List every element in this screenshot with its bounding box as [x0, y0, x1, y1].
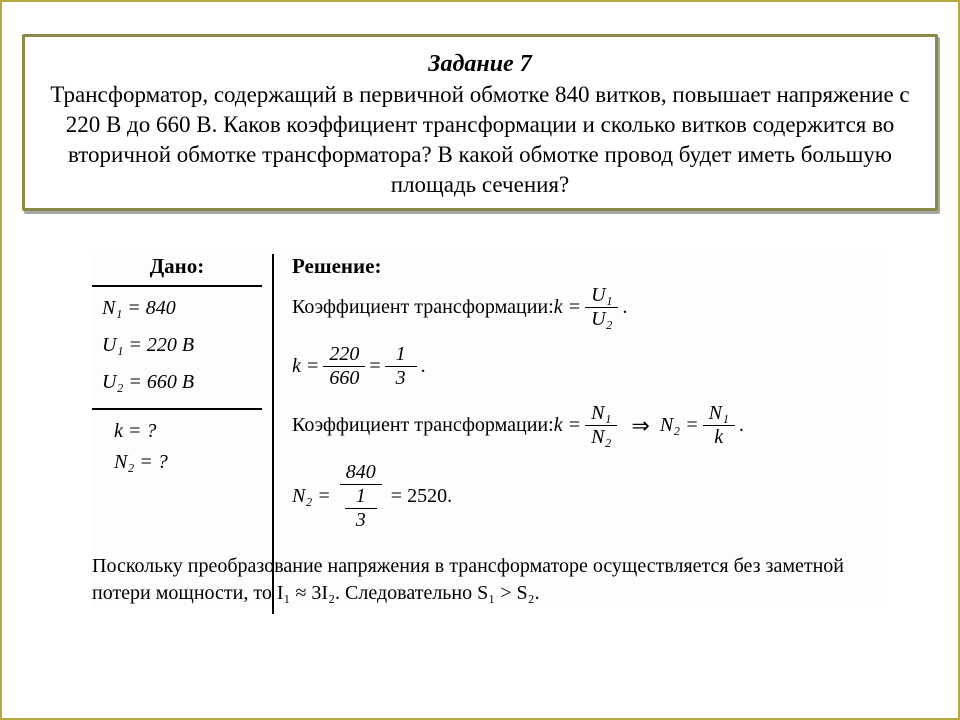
frac-n1: N₁	[585, 403, 617, 426]
given-u1: U₁ = 220 В	[102, 334, 262, 357]
question-k: k = ?	[114, 420, 262, 443]
given-n1: N₁ = 840	[102, 297, 262, 320]
frac-220-660: 220 660	[323, 344, 365, 389]
solution-column: Решение: Коэффициент трансформации: k = …	[274, 254, 888, 545]
frac-n1-n2: N₁ N₂	[585, 403, 617, 448]
given-header: Дано:	[92, 254, 262, 279]
problem-statement: Трансформатор, содержащий в первичной об…	[43, 80, 917, 200]
frac-k: k	[703, 426, 735, 448]
solution-block: Дано: N₁ = 840 U₁ = 220 В U₂ = 660 В k =…	[92, 254, 888, 607]
frac-13-num: 1	[385, 344, 417, 367]
task-title: Задание 7	[43, 51, 917, 78]
implies-arrow: ⇒	[631, 413, 649, 439]
solution-columns: Дано: N₁ = 840 U₁ = 220 В U₂ = 660 В k =…	[92, 254, 888, 545]
equation-k-calc: k = 220 660 = 1 3 .	[292, 344, 888, 389]
k-def-text: Коэффициент трансформации:	[292, 296, 554, 319]
nested-den: 3	[345, 509, 377, 531]
n2-calc-lhs: N₂ =	[292, 485, 331, 508]
k-n-lhs: k =	[554, 414, 581, 437]
n2-lhs: N₂ =	[660, 414, 699, 437]
frac-n2: N₂	[585, 426, 617, 448]
frac-u1: U₁	[585, 285, 618, 308]
given-divider-top	[92, 285, 262, 287]
frac-13-den: 3	[385, 367, 417, 389]
problem-frame: Задание 7 Трансформатор, содержащий в пе…	[22, 34, 938, 211]
frac-660: 660	[323, 367, 365, 389]
nested-frac-1-3: 1 3	[345, 486, 377, 531]
nested-num: 1	[345, 486, 377, 509]
frac-840-over-13: 840 1 3	[335, 462, 387, 531]
k-def-lhs: k =	[554, 296, 581, 319]
solution-header: Решение:	[292, 254, 888, 279]
frac-n1b: N₁	[703, 403, 735, 426]
equation-n2-calc: N₂ = 840 1 3 = 2520.	[292, 462, 888, 531]
equation-k-def: Коэффициент трансформации: k = U₁ U₂ .	[292, 285, 888, 330]
conclusion-note: Поскольку преобразование напряжения в тр…	[92, 553, 888, 607]
question-n2: N₂ = ?	[114, 451, 262, 474]
dot1: .	[622, 296, 627, 319]
frac-u1-u2: U₁ U₂	[585, 285, 618, 330]
given-u2: U₂ = 660 В	[102, 371, 262, 394]
given-divider-bottom	[92, 408, 262, 410]
eq1: =	[369, 355, 380, 378]
dot2: .	[421, 355, 426, 378]
frac-840: 840	[340, 462, 382, 485]
equation-k-n1n2: Коэффициент трансформации: k = N₁ N₂ ⇒ N…	[292, 403, 888, 448]
frac-1-3: 1 3	[385, 344, 417, 389]
n2-result: = 2520.	[391, 485, 452, 508]
slide: Задание 7 Трансформатор, содержащий в пе…	[0, 0, 960, 720]
frac-220: 220	[323, 344, 365, 367]
frac-840-den: 1 3	[335, 485, 387, 531]
k-n-text: Коэффициент трансформации:	[292, 414, 554, 437]
frac-u2: U₂	[585, 308, 618, 330]
frac-n1-k: N₁ k	[703, 403, 735, 448]
dot3: .	[739, 414, 744, 437]
k-calc-lhs: k =	[292, 355, 319, 378]
given-column: Дано: N₁ = 840 U₁ = 220 В U₂ = 660 В k =…	[92, 254, 274, 545]
